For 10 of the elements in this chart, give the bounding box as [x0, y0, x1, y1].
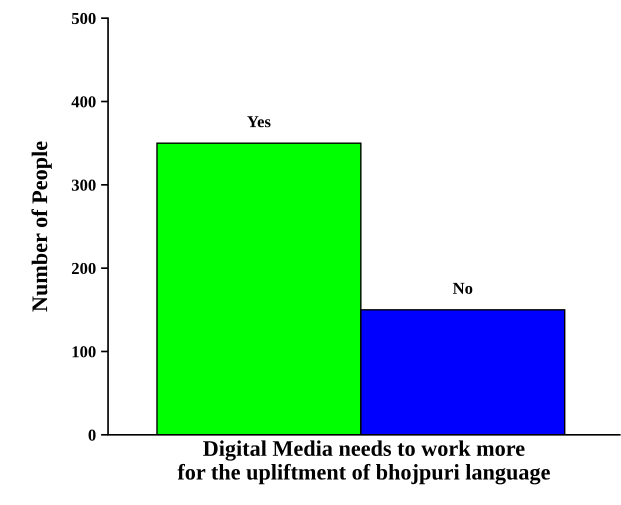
y-tick-label: 100	[72, 346, 96, 358]
x-tick-label: Yes	[247, 116, 271, 128]
x-tick-label: No	[452, 282, 472, 294]
y-tick-label: 0	[88, 430, 96, 441]
y-axis-title: Number of People	[31, 141, 52, 312]
y-tick-label: 200	[72, 262, 96, 274]
y-tick-label: 400	[71, 96, 96, 108]
y-tick-label: 500	[72, 12, 96, 24]
x-axis-title: Digital Media needs to work more for the upliftment of bhojpuri language	[178, 440, 550, 484]
y-tick-label: 300	[72, 180, 96, 191]
